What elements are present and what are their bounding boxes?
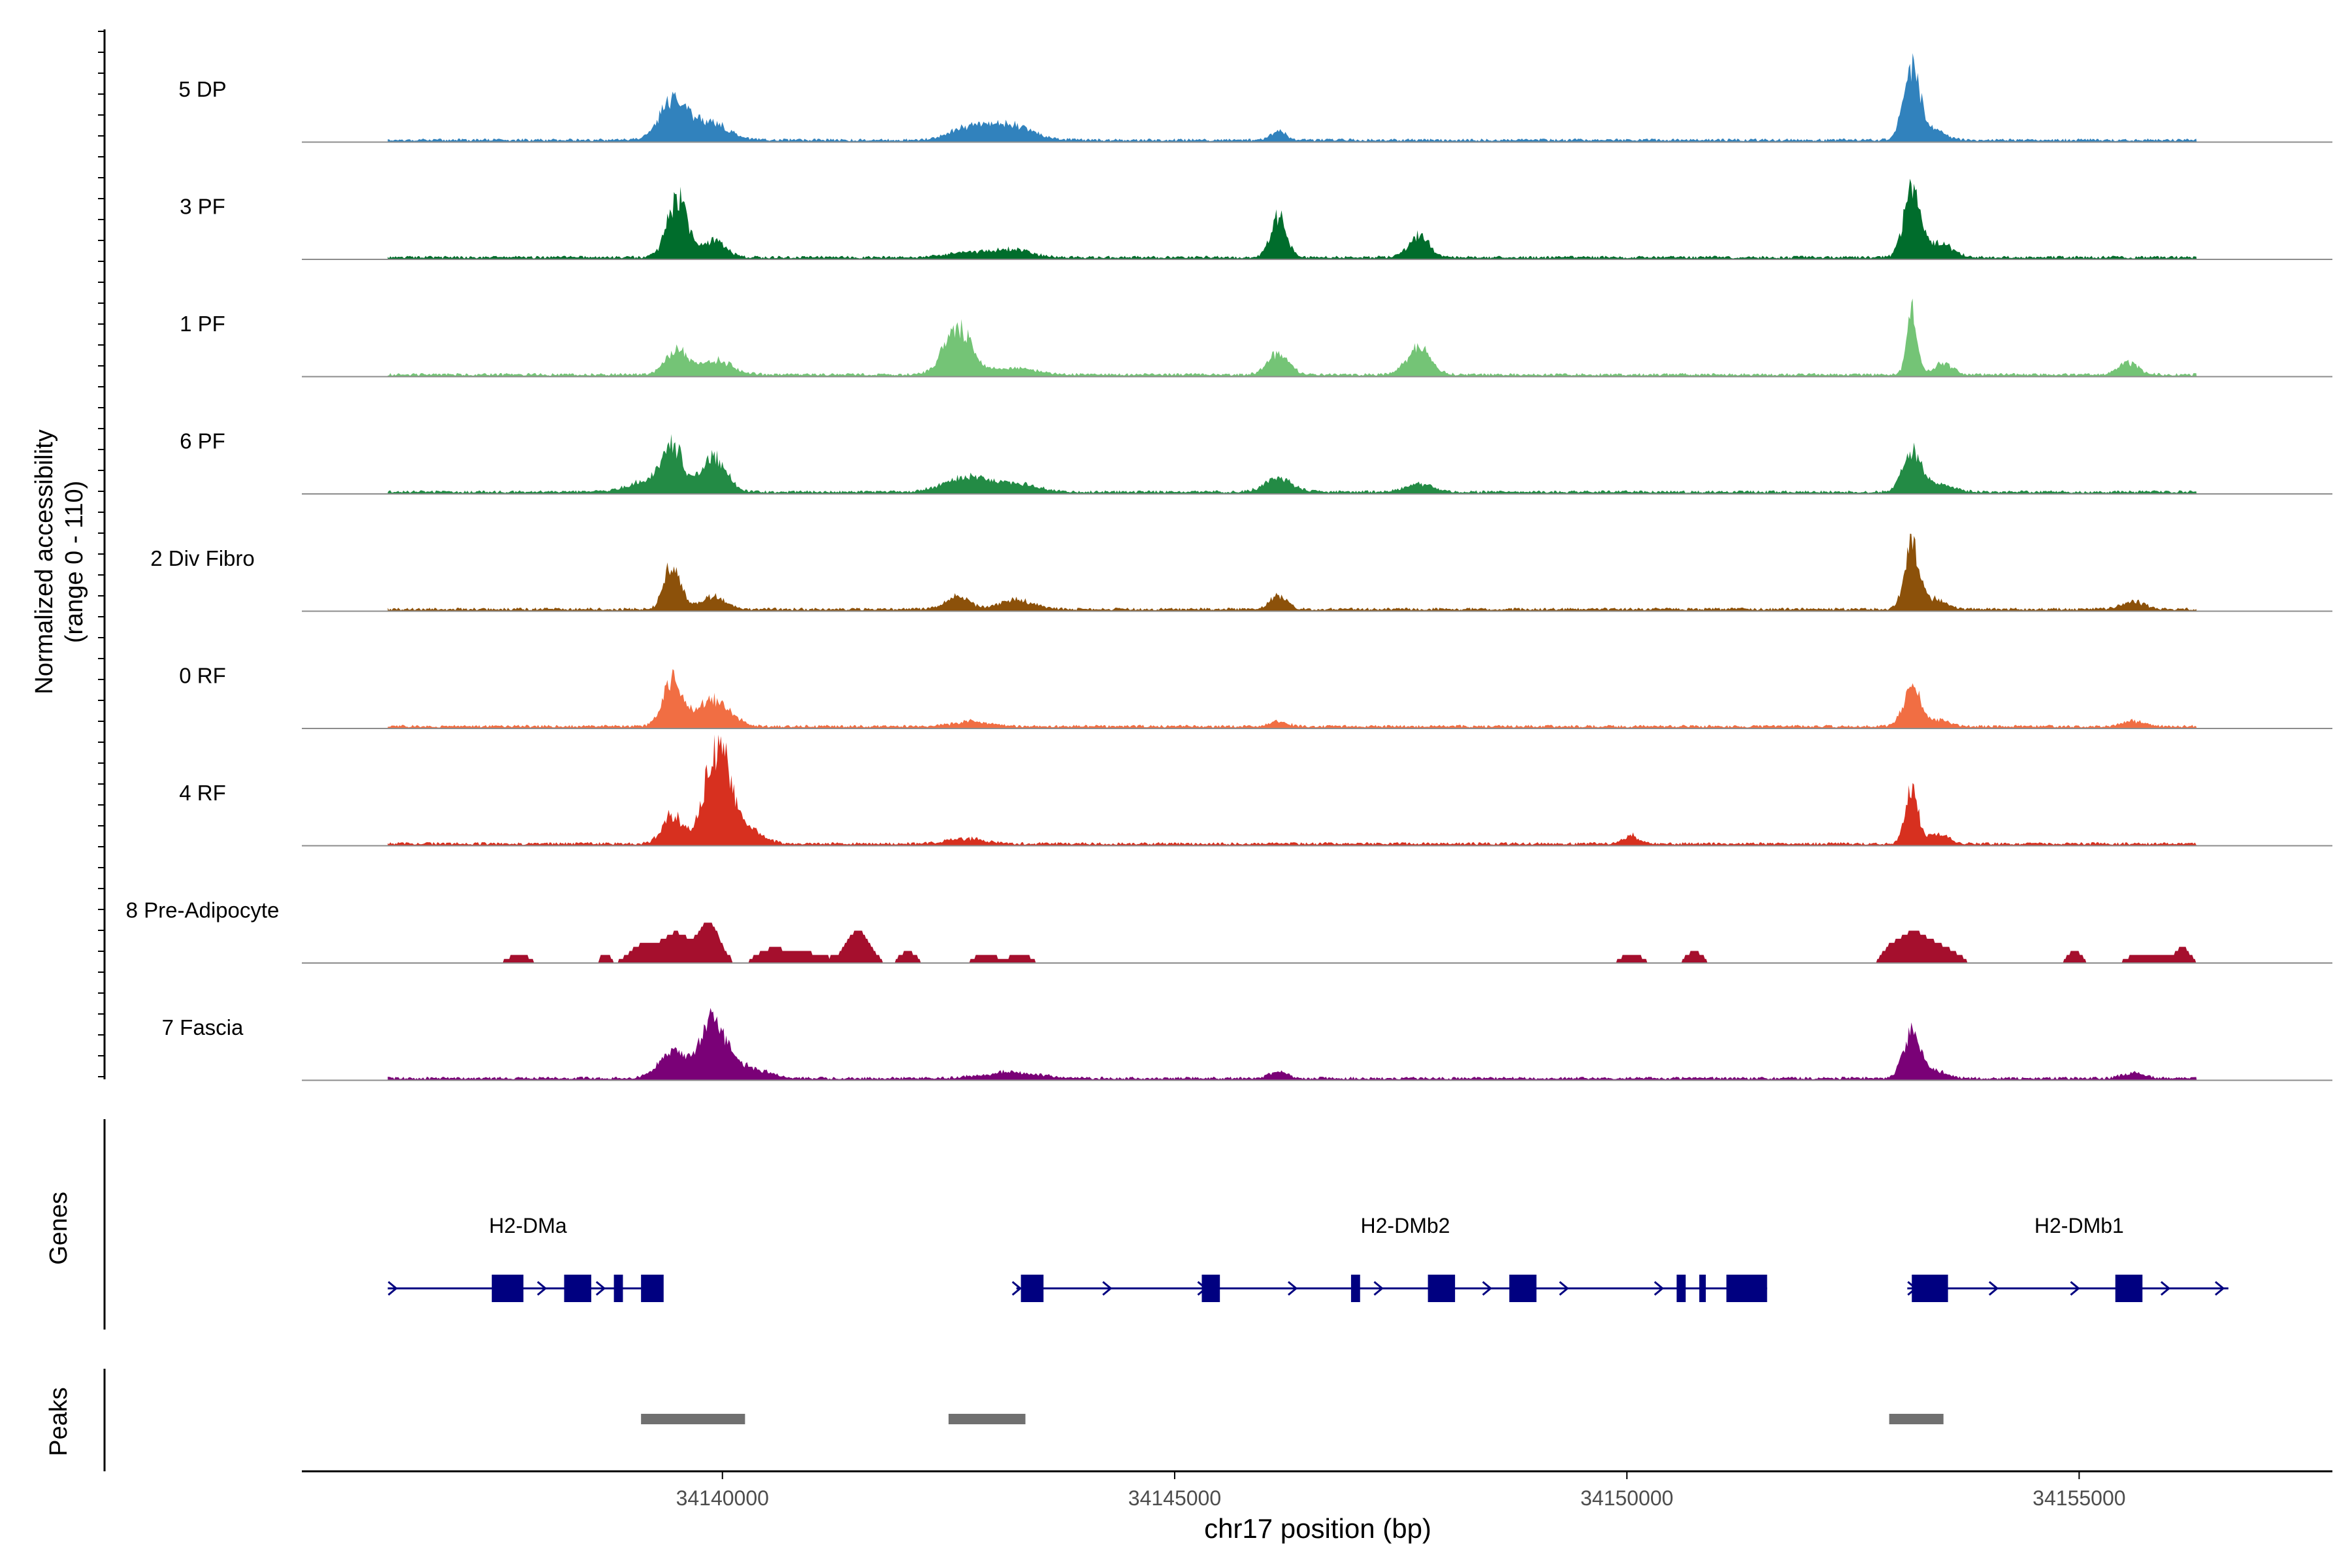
track-label: 1 PF (180, 312, 225, 336)
track-label: 2 Div Fibro (150, 546, 255, 570)
track-0-rf: 0 RF (179, 664, 2332, 729)
x-axis-label: chr17 position (bp) (1204, 1513, 1431, 1544)
strand-arrow-icon (536, 1281, 547, 1296)
coverage-tracks: 5 DP 3 PF 1 PF 6 PF 2 Div Fibro 0 RF 4 RF 8 Pre… (126, 53, 2332, 1081)
strand-arrow-icon (1482, 1281, 1492, 1296)
strand-arrow-icon (1102, 1281, 1113, 1296)
gene-exon (1350, 1275, 1360, 1302)
peaks-panel-label: Peaks (45, 1387, 73, 1456)
strand-arrow-icon (595, 1281, 606, 1296)
strand-arrow-icon (1373, 1281, 1384, 1296)
track-1-pf: 1 PF (180, 298, 2332, 378)
strand-arrow-icon (1559, 1281, 1569, 1296)
gene-h2-dma: H2-DMa (387, 1214, 664, 1302)
gene-exon (1509, 1275, 1537, 1302)
gene-exon (1676, 1275, 1686, 1302)
track-label: 8 Pre-Adipocyte (126, 898, 280, 923)
strand-arrow-icon (1907, 1281, 1918, 1296)
gene-exon (1912, 1275, 1948, 1302)
peak-region (641, 1414, 745, 1424)
track-4-rf: 4 RF (179, 734, 2332, 847)
track-label: 0 RF (179, 664, 226, 688)
gene-exon (1726, 1275, 1767, 1302)
gene-h2-dmb2: H2-DMb2 (1011, 1214, 1767, 1302)
gene-exon (1021, 1275, 1044, 1302)
peak-region (948, 1414, 1026, 1424)
track-label: 3 PF (180, 195, 225, 219)
x-axis: 34140000 34145000 34150000 34155000 (302, 1470, 2332, 1510)
gene-exon (613, 1275, 623, 1302)
strand-arrow-icon (1988, 1281, 1999, 1296)
track-label: 5 DP (178, 77, 226, 101)
strand-arrow-icon (2160, 1281, 2171, 1296)
gene-label: H2-DMb1 (2034, 1214, 2124, 1237)
y-axis-label-range: (range 0 - 110) (61, 481, 88, 644)
peak-region (1889, 1414, 1944, 1424)
genes-panel-label: Genes (45, 1192, 73, 1265)
strand-arrow-icon (1197, 1281, 1207, 1296)
accessibility-y-axis (98, 29, 106, 1079)
y-axis-label: Normalized accessibility (31, 429, 58, 694)
gene-exon (491, 1275, 524, 1302)
strand-arrow-icon (1011, 1281, 1022, 1296)
strand-arrow-icon (1287, 1281, 1298, 1296)
track-5-dp: 5 DP (178, 53, 2332, 143)
x-tick-label: 34150000 (1580, 1486, 1673, 1510)
gene-exon (564, 1275, 592, 1302)
gene-exon (2115, 1275, 2143, 1302)
x-tick-label: 34140000 (676, 1486, 769, 1510)
track-3-pf: 3 PF (180, 178, 2332, 260)
gene-exon (641, 1275, 664, 1302)
strand-arrow-icon (2070, 1281, 2080, 1296)
gene-h2-dmb1: H2-DMb1 (1907, 1214, 2229, 1302)
gene-exon (1699, 1275, 1706, 1302)
gene-label: H2-DMb2 (1361, 1214, 1450, 1237)
track-signal-area (387, 923, 2197, 963)
track-8-pre-adipocyte: 8 Pre-Adipocyte (126, 898, 2332, 964)
strand-arrow-icon (387, 1281, 398, 1296)
track-label: 7 Fascia (162, 1015, 244, 1039)
x-tick-label: 34155000 (2033, 1486, 2125, 1510)
x-tick-label: 34145000 (1128, 1486, 1221, 1510)
track-label: 6 PF (180, 429, 225, 453)
track-7-fascia: 7 Fascia (162, 1007, 2332, 1081)
genes-panel: H2-DMa H2-DMb2 H2-DMb1 (103, 1119, 2229, 1330)
peaks-panel (103, 1369, 1944, 1471)
track-2-div-fibro: 2 Div Fibro (150, 533, 2332, 612)
gene-label: H2-DMa (489, 1214, 567, 1237)
strand-arrow-icon (1654, 1281, 1664, 1296)
gene-exon (1428, 1275, 1456, 1302)
track-6-pf: 6 PF (180, 429, 2332, 495)
strand-arrow-icon (2214, 1281, 2225, 1296)
track-label: 4 RF (179, 781, 226, 805)
